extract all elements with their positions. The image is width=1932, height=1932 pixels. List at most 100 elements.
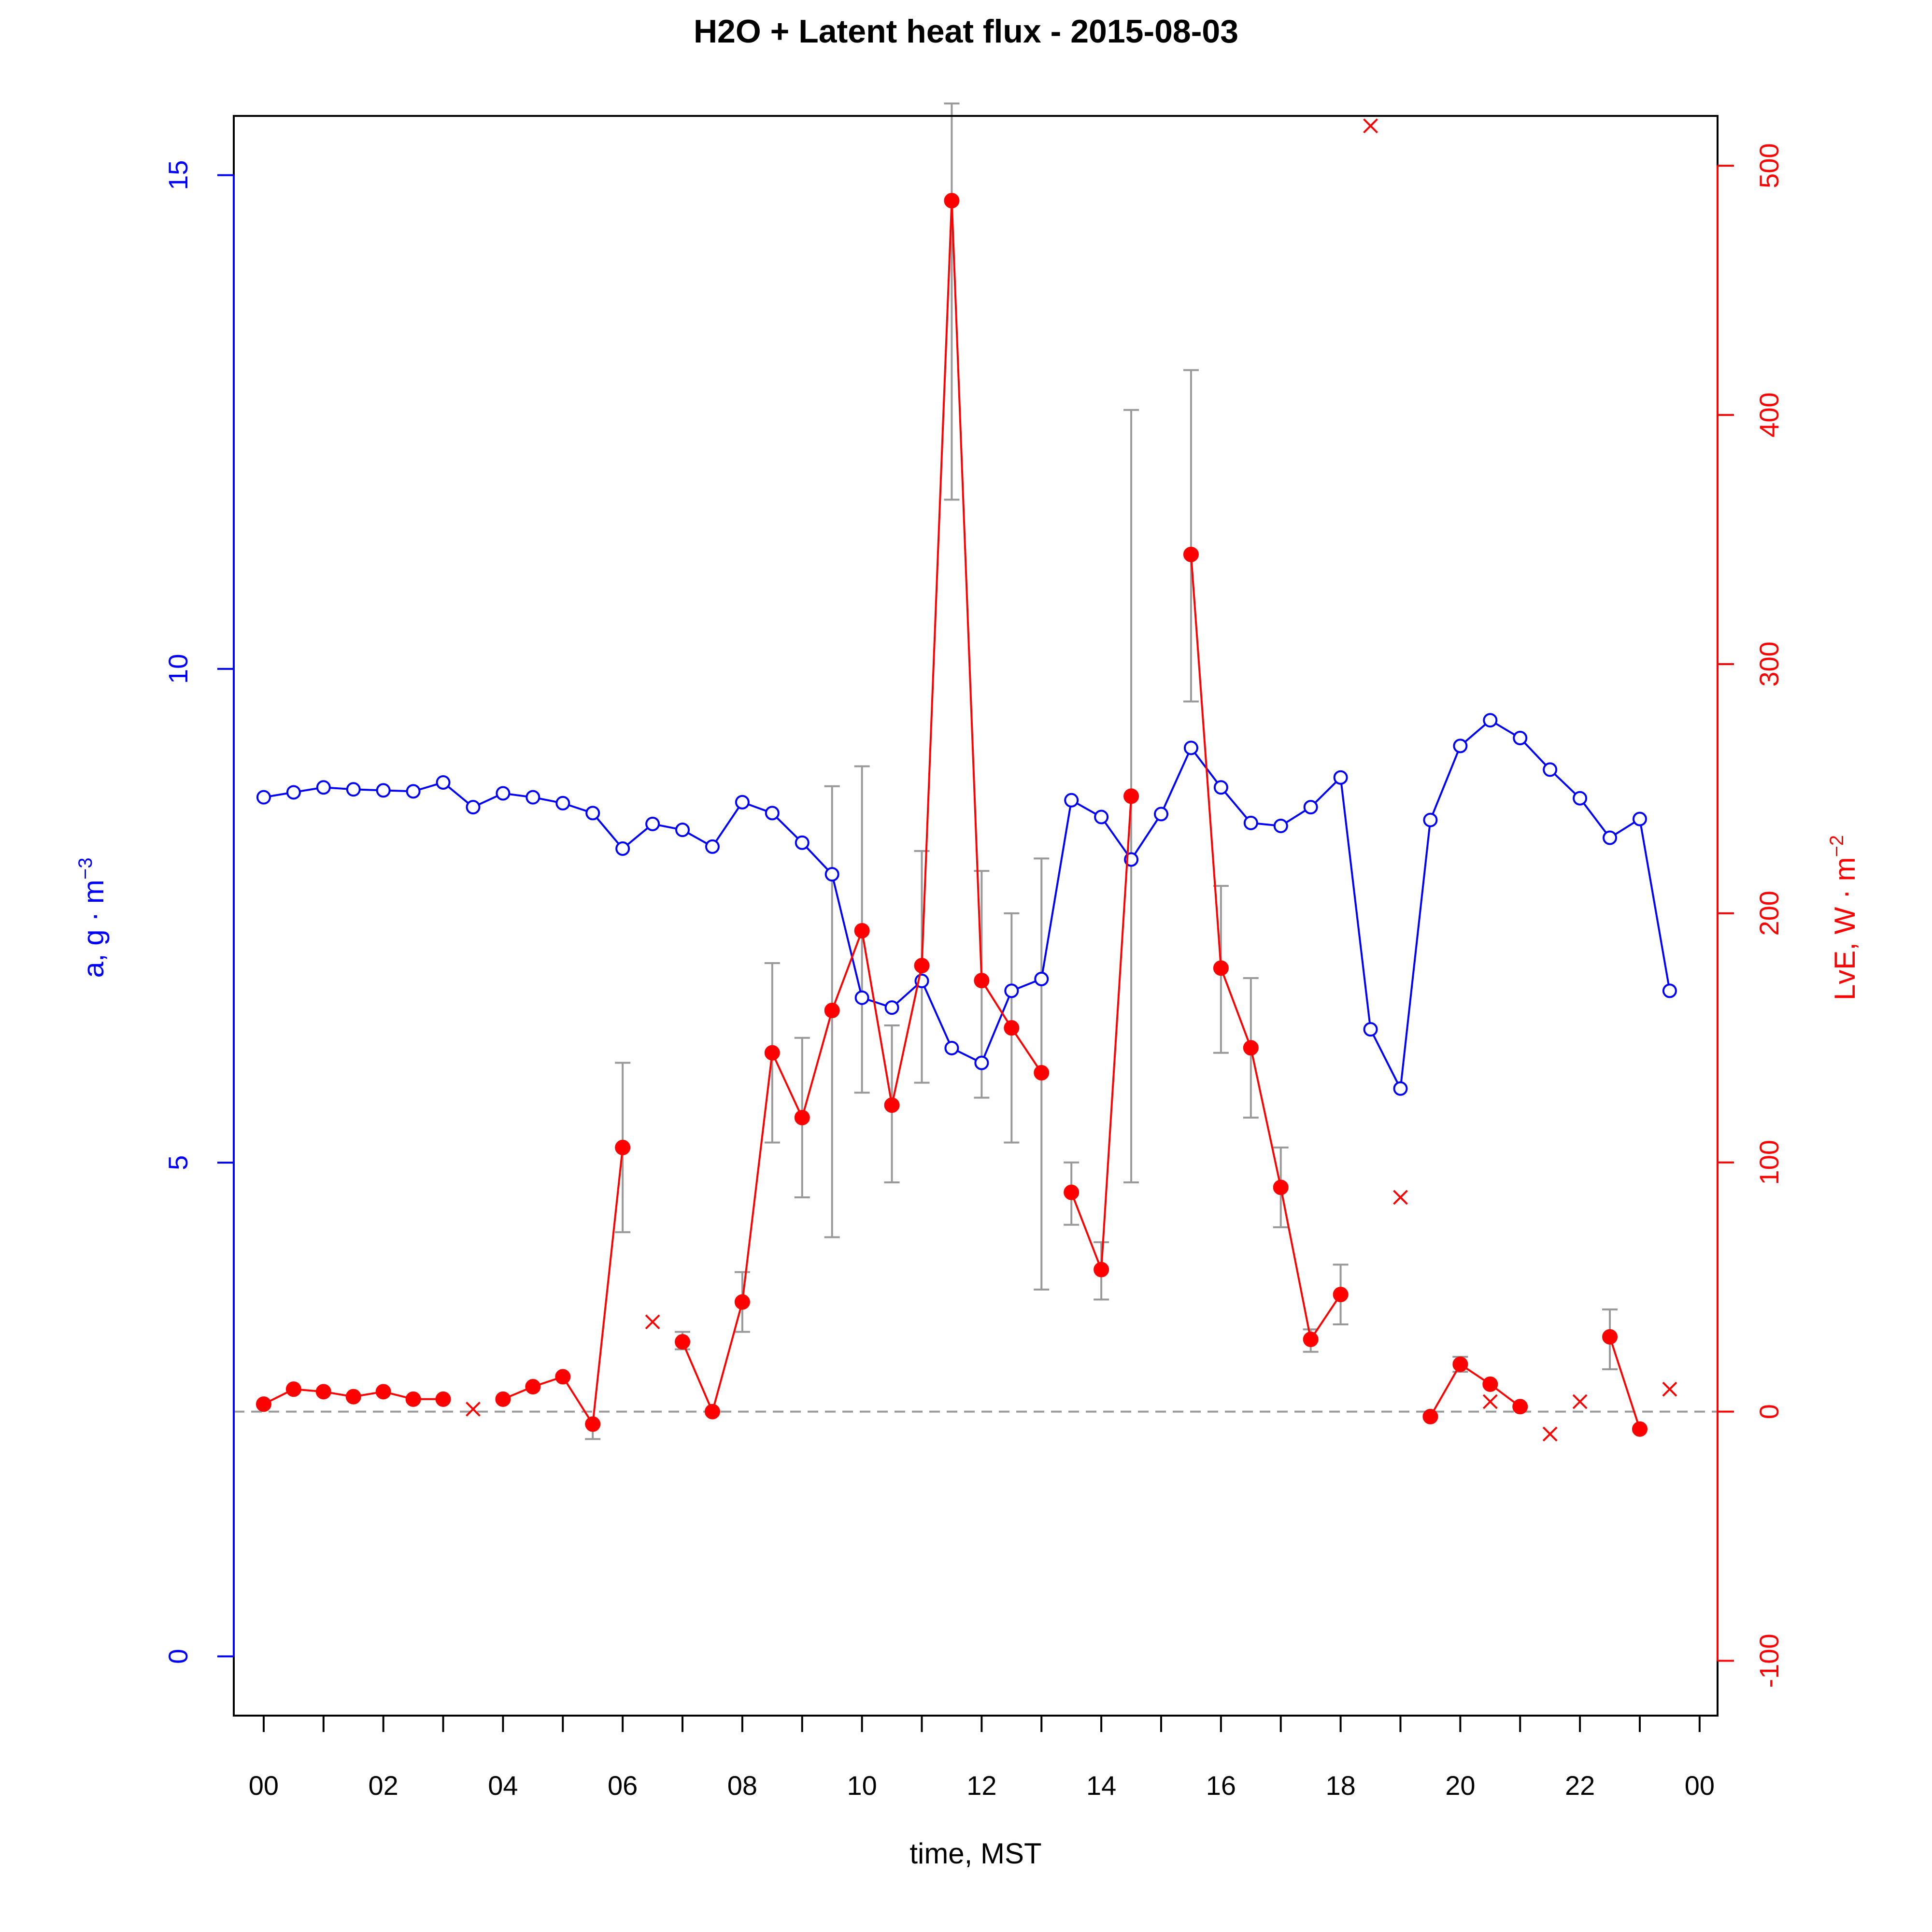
lve-point (1213, 960, 1229, 976)
h2o-point (1243, 815, 1258, 830)
lve-point (495, 1391, 511, 1407)
lve-point (1303, 1332, 1319, 1348)
h2o-point (765, 806, 780, 821)
lve-x-marker (1393, 1190, 1408, 1205)
h2o-point (645, 816, 660, 831)
h2o-point (1603, 830, 1618, 845)
lve-point (615, 1139, 631, 1155)
lve-point (585, 1416, 601, 1432)
x-tick-label: 00 (249, 1770, 279, 1801)
h2o-point (824, 867, 839, 882)
lve-point (285, 1381, 301, 1397)
lve-point (1273, 1179, 1289, 1195)
h2o-point (615, 841, 630, 856)
h2o-point (795, 835, 810, 850)
h2o-point (705, 839, 720, 854)
h2o-point (1303, 800, 1318, 815)
right-y-axis: -100 0 100 200 300 400 500 (1717, 143, 1784, 1688)
error-bar (944, 102, 960, 501)
lve-point (764, 1045, 780, 1061)
h2o-point (526, 790, 540, 805)
lve-x-marker (645, 1314, 660, 1330)
lve-point (1333, 1287, 1349, 1303)
lve-point (974, 973, 990, 989)
lve-point (1422, 1408, 1438, 1424)
h2o-point (1573, 791, 1588, 806)
left-tick-label: 10 (163, 654, 193, 684)
series-lve (256, 193, 1648, 1437)
x-tick-label: 10 (847, 1770, 877, 1801)
lve-x-marker (466, 1402, 481, 1417)
h2o-point (555, 796, 570, 810)
x-tick-label: 02 (369, 1770, 398, 1801)
h2o-point (1154, 807, 1168, 822)
x-tick-label: 06 (608, 1770, 638, 1801)
lve-point (256, 1396, 271, 1412)
left-tick-label: 15 (163, 160, 193, 190)
h2o-point (256, 790, 271, 805)
h2o-point (406, 784, 421, 799)
lve-point (315, 1384, 331, 1400)
lve-x-markers (466, 118, 1677, 1442)
h2o-point (854, 990, 869, 1005)
lve-point (1004, 1020, 1020, 1036)
lve-point (1452, 1356, 1468, 1372)
right-tick-label: 500 (1754, 143, 1784, 188)
h2o-point (675, 823, 690, 838)
h2o-point (1213, 780, 1228, 795)
lve-point (884, 1097, 900, 1113)
right-tick-label: 0 (1754, 1404, 1784, 1419)
h2o-point (496, 786, 511, 801)
h2o-point (1423, 812, 1438, 827)
h2o-point (1183, 740, 1198, 755)
h2o-point (1094, 810, 1109, 824)
lve-point (794, 1109, 810, 1125)
h2o-point (884, 1000, 899, 1015)
h2o-point (944, 1040, 959, 1055)
lve-point (1183, 546, 1199, 562)
lve-point (1094, 1262, 1109, 1278)
lve-x-marker (1482, 1394, 1498, 1409)
x-tick-label: 08 (727, 1770, 757, 1801)
right-tick-label: 200 (1754, 891, 1784, 936)
lve-point (345, 1389, 361, 1405)
h2o-point (1483, 713, 1498, 728)
axes: 00 02 04 06 08 10 12 14 16 18 20 22 00051015-1000100… (163, 143, 1784, 1801)
lve-x-marker (1542, 1426, 1558, 1442)
left-tick-label: 5 (163, 1155, 193, 1170)
h2o-point (1064, 793, 1079, 808)
lve-point (1123, 788, 1139, 804)
h2o-point (1004, 983, 1019, 998)
x-tick-label: 22 (1565, 1770, 1595, 1801)
left-tick-label: 0 (163, 1649, 193, 1664)
h2o-point (1513, 731, 1528, 745)
x-tick-label: 18 (1325, 1770, 1355, 1801)
lve-point (1512, 1399, 1528, 1415)
lve-point (1243, 1040, 1259, 1056)
lve-point (944, 193, 960, 209)
lve-point (1064, 1184, 1080, 1200)
right-tick-label: 300 (1754, 641, 1784, 686)
lve-point (824, 1003, 840, 1019)
lve-point (704, 1404, 720, 1420)
lve-point (675, 1334, 691, 1350)
right-tick-label: 400 (1754, 392, 1784, 437)
chart-title: H2O + Latent heat flux - 2015-08-03 (694, 13, 1238, 50)
lve-point (914, 958, 930, 974)
error-bar (1183, 369, 1199, 703)
lve-point (375, 1384, 391, 1400)
lve-point (405, 1391, 421, 1407)
h2o-point (585, 806, 600, 821)
h2o-point (286, 785, 301, 800)
h2o-point (1363, 1022, 1378, 1037)
lve-point (734, 1294, 750, 1310)
lve-point (1034, 1065, 1050, 1081)
h2o-point (466, 800, 481, 815)
h2o-point (735, 795, 750, 810)
series-lve-line (1429, 1363, 1521, 1417)
series-lve-line (1609, 1336, 1641, 1430)
h2o-point (1632, 811, 1647, 826)
h2o-point (1333, 770, 1348, 785)
h2o-point (1662, 983, 1677, 998)
